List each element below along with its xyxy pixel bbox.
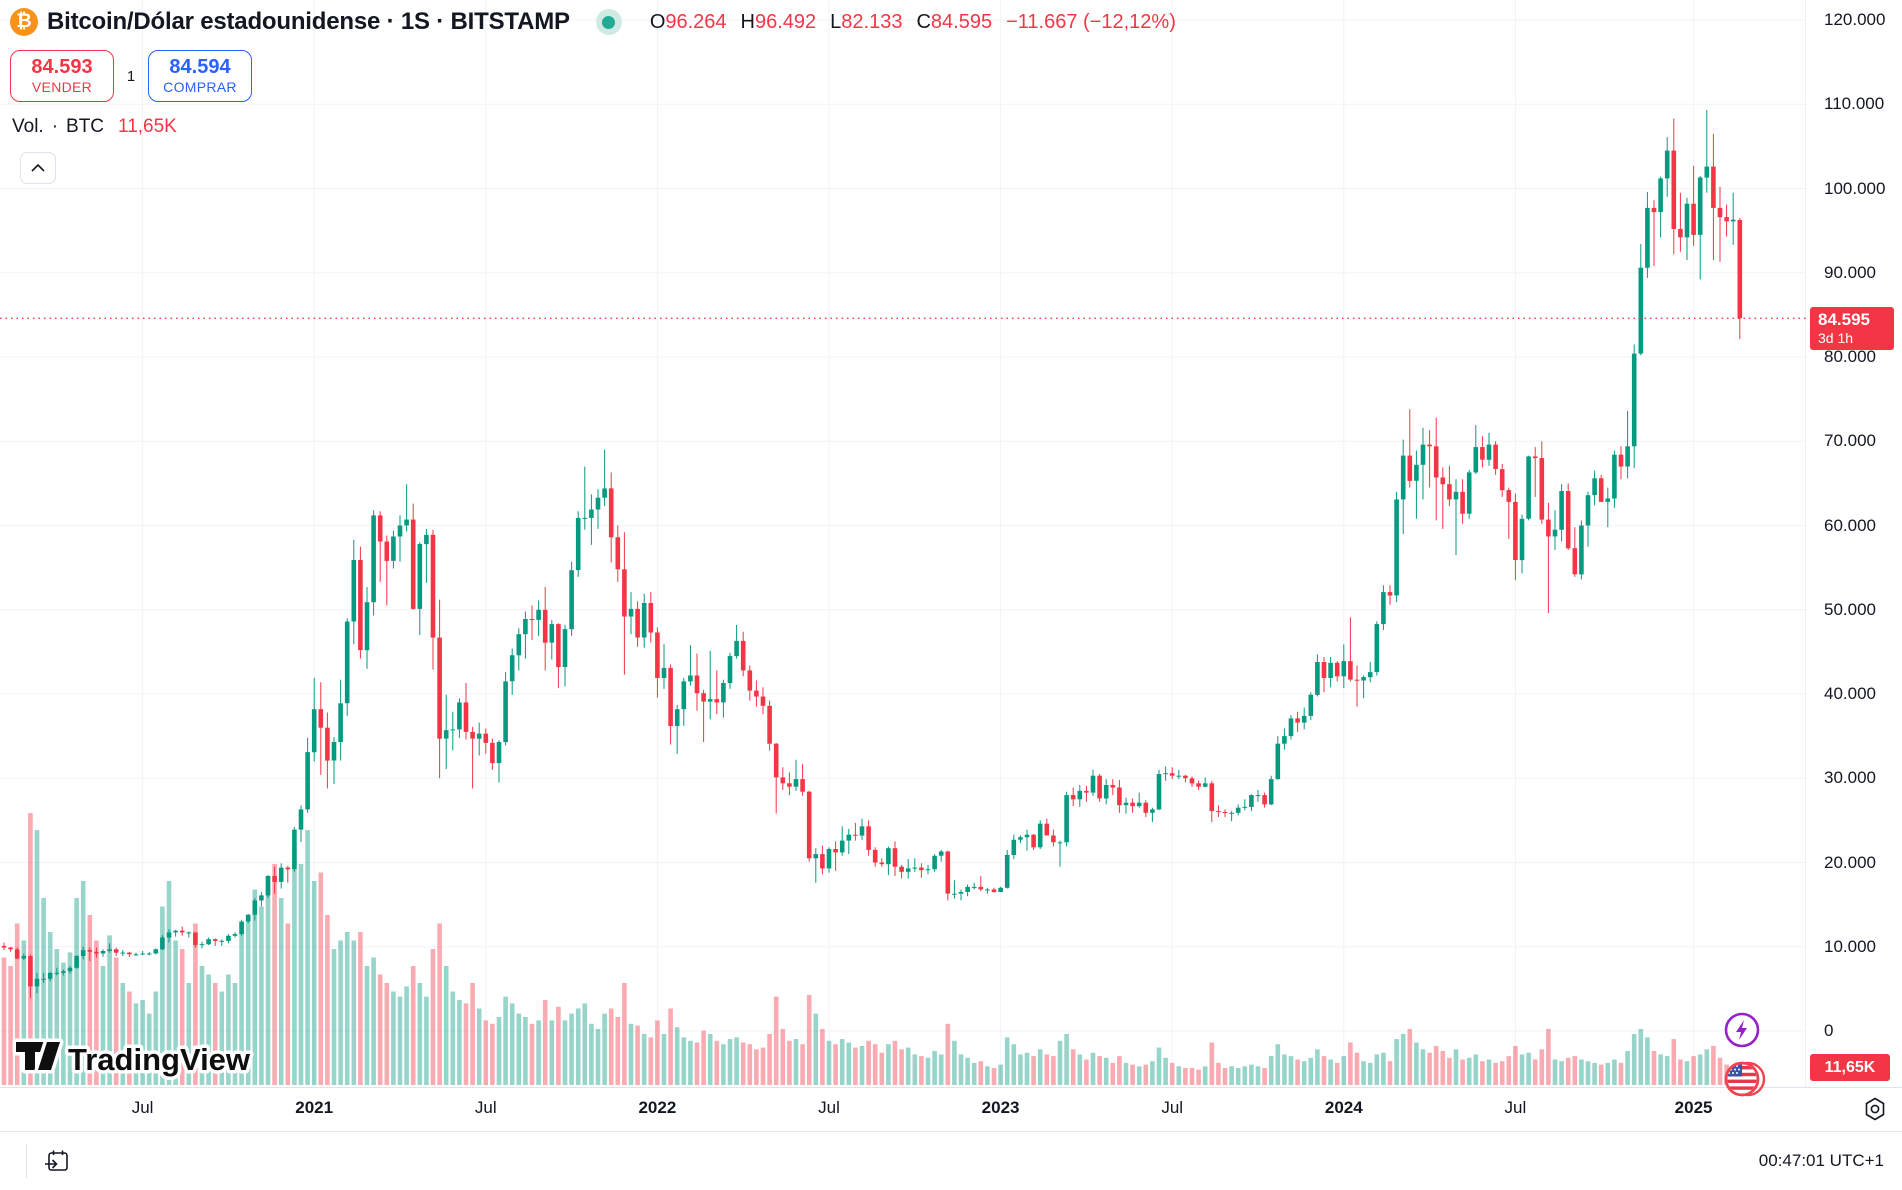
boost-button[interactable] bbox=[1722, 1010, 1770, 1055]
toolbar-divider bbox=[26, 1144, 27, 1178]
close-label: C bbox=[916, 10, 931, 33]
volume-value: 11,65K bbox=[118, 116, 177, 137]
gear-icon bbox=[1865, 1097, 1885, 1121]
high-label: H bbox=[740, 10, 755, 33]
time-tick-label: 2024 bbox=[1324, 1098, 1363, 1117]
price-tick-label: 20.000 bbox=[1824, 852, 1876, 872]
volume-label: Vol. bbox=[12, 116, 44, 137]
candle-countdown: 3d 1h bbox=[1818, 329, 1854, 346]
time-tick-label: 2025 bbox=[1674, 1098, 1713, 1117]
price-tick-label: 110.000 bbox=[1824, 94, 1885, 114]
high-value: 96.492 bbox=[755, 10, 817, 33]
price-tick-label: 10.000 bbox=[1824, 936, 1876, 956]
floating-icons bbox=[1722, 1010, 1770, 1108]
tradingview-watermark: TradingView bbox=[12, 1038, 254, 1081]
sell-label: VENDER bbox=[31, 79, 93, 96]
sell-button[interactable]: 84.593 VENDER bbox=[10, 50, 114, 102]
low-label: L bbox=[830, 10, 842, 33]
volume-separator: · bbox=[51, 116, 59, 137]
chevron-up-icon bbox=[31, 164, 45, 172]
price-tick-label: 30.000 bbox=[1824, 768, 1876, 788]
time-tick-label: 2023 bbox=[981, 1098, 1020, 1117]
buy-price: 84.594 bbox=[169, 56, 231, 79]
us-flag-icon bbox=[1724, 1061, 1766, 1097]
current-price-flag: 84.595 3d 1h bbox=[1810, 307, 1894, 350]
change-value: −11.667 (−12,12%) bbox=[1006, 10, 1176, 33]
goto-date-button[interactable] bbox=[43, 1148, 70, 1174]
ohlc-values: O96.264 H96.492 L82.133 C84.595 −11.667 … bbox=[650, 11, 1176, 34]
time-tick-label: Jul bbox=[1504, 1098, 1527, 1117]
time-tick-label: Jul bbox=[1161, 1098, 1184, 1117]
open-value: 96.264 bbox=[665, 10, 727, 33]
time-tick-label: Jul bbox=[131, 1098, 154, 1117]
bitcoin-glyph: ₿ bbox=[16, 11, 32, 32]
axis-settings-button[interactable] bbox=[1862, 1096, 1888, 1127]
sell-price: 84.593 bbox=[31, 56, 93, 79]
price-tick-label: 100.000 bbox=[1824, 178, 1886, 198]
price-tick-label: 40.000 bbox=[1824, 684, 1876, 703]
symbol-header: ₿ Bitcoin/Dólar estadounidense · 1S · BI… bbox=[10, 5, 1176, 39]
spread-value: 1 bbox=[126, 67, 136, 85]
price-tick-label: 50.000 bbox=[1824, 599, 1876, 619]
time-tick-label: Jul bbox=[474, 1098, 497, 1117]
current-volume-badge: 11,65K bbox=[1810, 1054, 1890, 1081]
price-tick-label: 90.000 bbox=[1824, 262, 1876, 282]
chart-overlay-layer: TradingView bbox=[0, 317, 1806, 1081]
time-tick-label: 2021 bbox=[295, 1098, 334, 1117]
low-value: 82.133 bbox=[841, 10, 903, 33]
price-tick-label: 0 bbox=[1824, 1021, 1834, 1040]
bottom-toolbar: 00:47:01 UTC+1 bbox=[0, 1131, 1902, 1190]
time-tick-label: 2022 bbox=[638, 1098, 677, 1117]
grid-layer bbox=[0, 0, 1811, 1087]
volume-layer bbox=[1, 813, 1743, 1085]
current-price-value: 84.595 bbox=[1818, 310, 1870, 330]
time-axis[interactable]: Jul 2021 Jul 2022 Jul 2023 Jul 2024 Jul 2025 bbox=[0, 1087, 1902, 1131]
buy-button[interactable]: 84.594 COMPRAR bbox=[148, 50, 252, 102]
trade-panel: 84.593 VENDER 1 84.594 COMPRAR bbox=[10, 50, 252, 102]
symbol-title[interactable]: Bitcoin/Dólar estadounidense · 1S · BITS… bbox=[47, 8, 570, 35]
bitcoin-icon: ₿ bbox=[10, 8, 38, 36]
market-flag-button[interactable] bbox=[1722, 1059, 1770, 1104]
market-status-icon[interactable] bbox=[595, 9, 622, 35]
timezone-clock[interactable]: 00:47:01 UTC+1 bbox=[1758, 1151, 1884, 1170]
candles-layer bbox=[1, 110, 1743, 999]
volume-unit: BTC bbox=[66, 116, 105, 137]
tradingview-logo-icon-v bbox=[34, 1038, 64, 1074]
price-tick-label: 70.000 bbox=[1824, 431, 1876, 451]
price-tick-label: 60.000 bbox=[1824, 515, 1876, 535]
open-label: O bbox=[649, 10, 666, 33]
price-tick-label: 120.000 bbox=[1824, 10, 1886, 29]
calendar-arrow-icon bbox=[45, 1150, 68, 1171]
close-value: 84.595 bbox=[930, 10, 993, 33]
tradingview-watermark-text: TradingView bbox=[68, 1042, 251, 1077]
lightning-icon bbox=[1724, 1012, 1760, 1048]
volume-legend[interactable]: Vol. · BTC 11,65K bbox=[12, 116, 177, 138]
price-tick-label: 80.000 bbox=[1824, 347, 1876, 366]
buy-label: COMPRAR bbox=[163, 79, 237, 96]
time-tick-label: Jul bbox=[818, 1098, 840, 1117]
collapse-legend-button[interactable] bbox=[20, 152, 56, 184]
price-axis[interactable]: 120.000 110.000 100.000 90.000 80.000 70.000 6… bbox=[1806, 0, 1902, 1087]
